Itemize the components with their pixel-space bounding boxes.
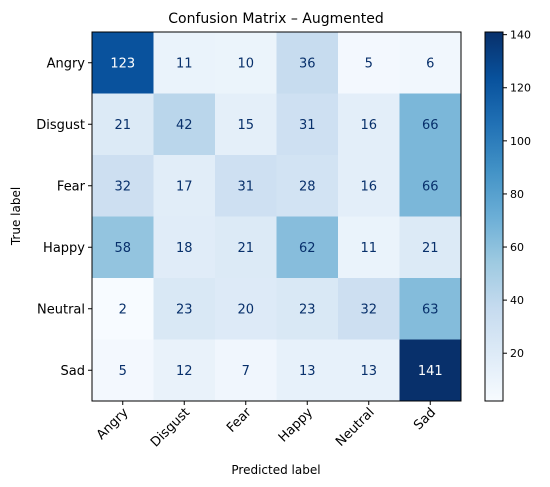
cell-value-label: 66 — [422, 179, 439, 194]
y-tick-label: Angry — [47, 56, 86, 71]
cell-value-label: 141 — [418, 364, 443, 379]
heatmap-cells — [92, 32, 462, 402]
y-axis-ticks: Angry Disgust Fear Happy Neutral Sad — [36, 56, 92, 379]
cell-value-label: 2 — [119, 302, 127, 317]
cell-value-label: 5 — [365, 56, 373, 71]
x-tick-label: Angry — [94, 405, 132, 443]
colorbar: 20 40 60 80 100 120 140 — [485, 29, 531, 401]
cell-value-label: 17 — [176, 179, 193, 194]
cell-value-label: 23 — [176, 302, 193, 317]
x-tick-label: Fear — [224, 405, 255, 436]
cell-value-label: 21 — [114, 118, 131, 133]
cell-value-label: 21 — [237, 241, 254, 256]
cell-value-label: 13 — [360, 364, 377, 379]
colorbar-tick-label: 80 — [510, 188, 524, 201]
cell-value-label: 62 — [299, 241, 316, 256]
y-tick-label: Happy — [43, 241, 85, 256]
colorbar-gradient — [485, 32, 503, 401]
y-tick-label: Neutral — [37, 302, 85, 317]
cell-value-label: 32 — [360, 302, 377, 317]
cell-value-label: 11 — [360, 241, 377, 256]
colorbar-tick-label: 40 — [510, 294, 524, 307]
cell-value-label: 58 — [114, 241, 131, 256]
x-axis-ticks: Angry Disgust Fear Happy Neutral Sad — [94, 401, 439, 450]
cell-value-label: 66 — [422, 118, 439, 133]
cell-value-label: 21 — [422, 241, 439, 256]
colorbar-tick-label: 20 — [510, 347, 524, 360]
colorbar-tick-label: 140 — [510, 29, 531, 42]
chart-title: Confusion Matrix – Augmented — [168, 11, 384, 27]
cell-value-label: 15 — [237, 118, 254, 133]
x-tick-label: Happy — [276, 405, 316, 445]
x-axis-label: Predicted label — [231, 463, 320, 477]
cell-value-label: 12 — [176, 364, 193, 379]
cell-value-label: 31 — [299, 118, 316, 133]
cell-value-label: 5 — [119, 364, 127, 379]
colorbar-tick-label: 120 — [510, 82, 531, 95]
x-tick-label: Disgust — [148, 405, 193, 450]
cell-value-label: 18 — [176, 241, 193, 256]
cell-value-label: 23 — [299, 302, 316, 317]
cell-value-label: 28 — [299, 179, 316, 194]
cell-value-label: 20 — [237, 302, 254, 317]
cell-value-label: 16 — [360, 179, 377, 194]
x-tick-label: Sad — [411, 405, 439, 433]
cell-value-label: 31 — [237, 179, 254, 194]
colorbar-tick-label: 60 — [510, 241, 524, 254]
colorbar-tick-label: 100 — [510, 135, 531, 148]
cell-value-label: 42 — [176, 118, 193, 133]
cell-value-label: 11 — [176, 56, 193, 71]
cell-value-label: 36 — [299, 56, 316, 71]
cell-value-label: 7 — [242, 364, 250, 379]
y-tick-label: Fear — [57, 179, 86, 194]
y-tick-label: Sad — [61, 364, 85, 379]
x-tick-label: Neutral — [333, 405, 378, 450]
cell-value-label: 13 — [299, 364, 316, 379]
cell-value-label: 16 — [360, 118, 377, 133]
cell-value-label: 123 — [110, 56, 135, 71]
cell-value-label: 10 — [237, 56, 254, 71]
cell-value-label: 63 — [422, 302, 439, 317]
cell-value-label: 6 — [426, 56, 434, 71]
cell-value-label: 32 — [114, 179, 131, 194]
y-tick-label: Disgust — [36, 118, 85, 133]
y-axis-label: True label — [9, 187, 23, 246]
